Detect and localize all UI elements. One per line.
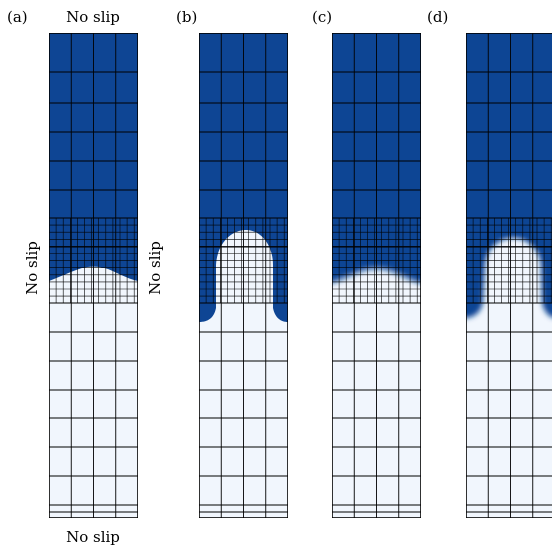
bottom-boundary-label: No slip [66, 528, 120, 546]
panel-b-tag: (b) [176, 8, 197, 26]
side-boundary-label-b: No slip [146, 241, 164, 295]
panel-c-tag: (c) [312, 8, 332, 26]
panel-a [49, 33, 138, 518]
panel-a-tag: (a) [7, 8, 28, 26]
panel-d-mesh [466, 33, 552, 518]
panel-b-mesh [199, 33, 288, 518]
panel-c-mesh [332, 33, 421, 518]
top-boundary-label: No slip [66, 8, 120, 26]
panel-c [332, 33, 421, 518]
panel-a-mesh [49, 33, 138, 518]
panel-b [199, 33, 288, 518]
side-boundary-label-a: No slip [23, 241, 41, 295]
panel-d [466, 33, 552, 518]
panel-d-tag: (d) [427, 8, 448, 26]
